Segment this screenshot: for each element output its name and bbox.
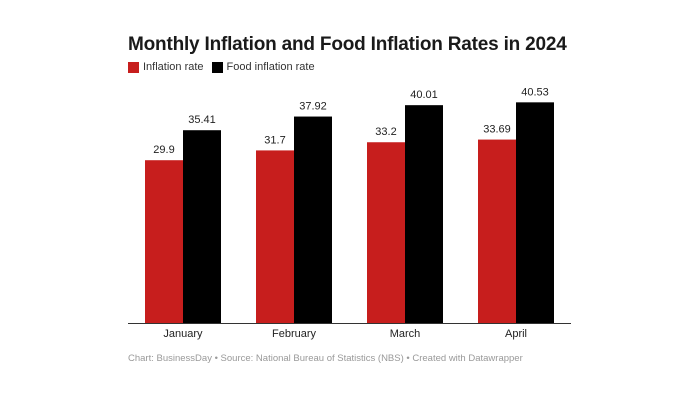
legend-label-inflation: Inflation rate	[143, 61, 204, 73]
legend-item-food: Food inflation rate	[211, 61, 315, 73]
bar-food-march	[405, 105, 443, 323]
legend-item-inflation: Inflation rate	[128, 61, 204, 73]
bar-food-january	[183, 130, 221, 323]
bar-food-february	[294, 116, 332, 324]
x-tick-label: January	[163, 328, 203, 340]
data-label: 37.92	[299, 101, 327, 113]
data-label: 40.53	[521, 86, 549, 98]
data-label: 35.41	[188, 114, 216, 126]
legend-label-food: Food inflation rate	[226, 61, 315, 73]
data-label: 33.2	[375, 126, 396, 138]
chart-footer: Chart: BusinessDay • Source: National Bu…	[128, 353, 523, 364]
bar-inflation-february	[256, 150, 294, 323]
x-tick-label: March	[390, 328, 421, 340]
bar-inflation-january	[145, 160, 183, 323]
data-label: 33.69	[483, 124, 511, 136]
legend: Inflation rate Food inflation rate	[128, 61, 323, 73]
data-label: 40.01	[410, 89, 438, 101]
x-tick-label: April	[505, 328, 527, 340]
bar-inflation-april	[478, 139, 516, 323]
bar-food-april	[516, 102, 554, 323]
chart-title: Monthly Inflation and Food Inflation Rat…	[128, 34, 567, 55]
legend-swatch-inflation	[128, 61, 139, 73]
bar-inflation-march	[367, 142, 405, 323]
legend-swatch-food	[211, 61, 223, 73]
x-tick-label: February	[272, 328, 317, 340]
data-label: 29.9	[153, 144, 174, 156]
data-label: 31.7	[264, 134, 285, 146]
